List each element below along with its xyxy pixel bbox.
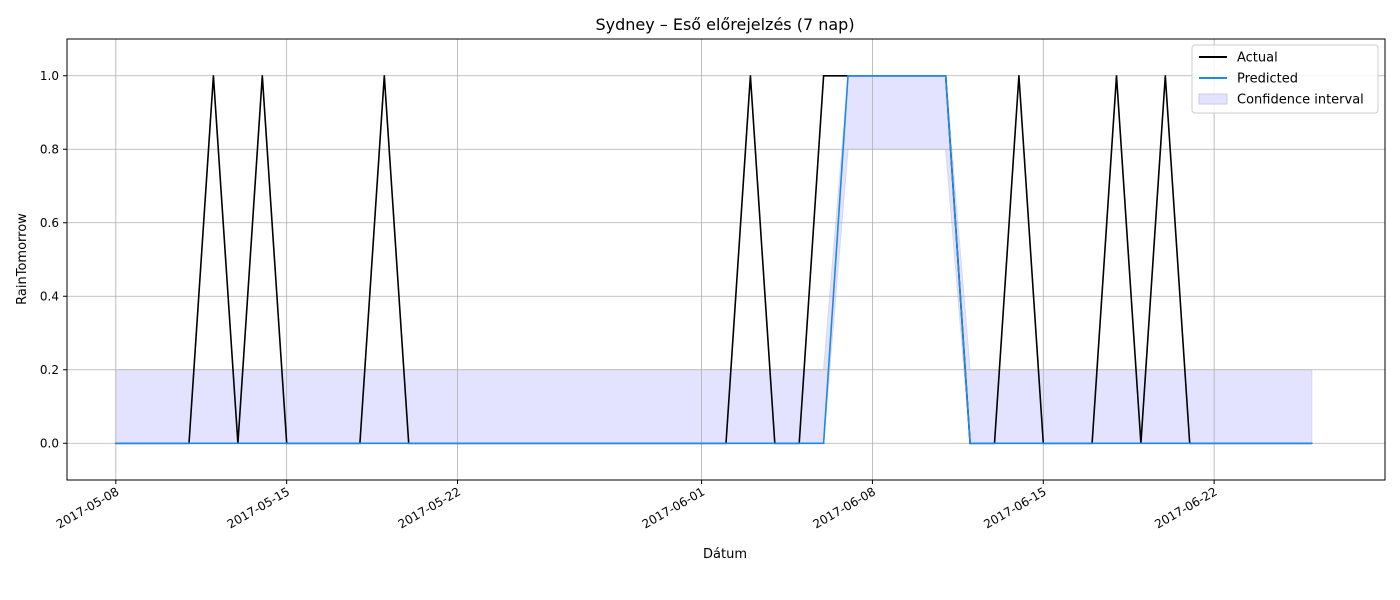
data-point-predicted (1286, 442, 1289, 445)
data-point-predicted (920, 74, 923, 77)
data-point-predicted (1213, 442, 1215, 445)
data-point-predicted (871, 74, 874, 77)
data-point-predicted (334, 442, 337, 445)
data-point-predicted (798, 442, 801, 445)
data-point-predicted (1115, 442, 1118, 445)
data-point-predicted (163, 442, 166, 445)
data-point-predicted (774, 442, 776, 445)
legend-swatch-confidence-interval (1198, 93, 1228, 105)
y-tick-label: 0.4 (40, 289, 59, 303)
legend-label-actual: Actual (1237, 51, 1278, 66)
data-point-predicted (1164, 442, 1167, 445)
y-tick-label: 0.0 (40, 436, 59, 450)
data-point-predicted (627, 442, 630, 445)
data-point-actual (261, 74, 264, 77)
x-tick-label: 2017-06-15 (981, 484, 1048, 531)
data-point-predicted (139, 442, 142, 445)
y-tick-label: 0.2 (40, 363, 59, 377)
data-point-actual (749, 74, 752, 77)
data-point-predicted (896, 74, 898, 77)
x-tick-label: 2017-05-15 (225, 484, 292, 531)
data-point-predicted (725, 442, 727, 445)
data-point-predicted (554, 442, 556, 445)
data-point-predicted (1042, 442, 1045, 445)
data-point-predicted (749, 442, 752, 445)
x-tick-label: 2017-05-22 (396, 484, 463, 531)
data-point-predicted (651, 442, 654, 445)
legend-label-confidence-interval: Confidence interval (1237, 93, 1364, 108)
data-point-predicted (188, 442, 190, 445)
data-point-predicted (578, 442, 581, 445)
data-point-predicted (285, 442, 288, 445)
y-tick-label: 0.6 (40, 216, 59, 230)
data-point-predicted (1066, 442, 1069, 445)
data-point-actual (383, 74, 386, 77)
y-tick-label: 0.8 (40, 142, 59, 156)
data-point-predicted (676, 442, 678, 445)
data-point-predicted (505, 442, 508, 445)
data-point-actual (1115, 74, 1118, 77)
x-tick-label: 2017-06-01 (640, 484, 707, 531)
x-tick-label: 2017-06-22 (1152, 484, 1219, 531)
confidence-band-layer (115, 75, 1313, 444)
x-axis-ticks: 2017-05-08 2017-05-15 2017-05-22 2017-06-01… (54, 480, 1220, 531)
data-point-predicted (212, 442, 215, 445)
data-point-predicted (1310, 442, 1313, 445)
data-point-predicted (1262, 442, 1264, 445)
data-point-actual (212, 74, 215, 77)
data-point-predicted (529, 442, 532, 445)
y-axis-label: RainTomorrow (15, 213, 30, 305)
series-layer (115, 74, 1313, 445)
x-axis-label: Dátum (703, 547, 747, 562)
data-point-predicted (310, 442, 312, 445)
data-point-predicted (1140, 442, 1142, 445)
data-point-predicted (1188, 442, 1191, 445)
x-tick-label: 2017-06-08 (811, 484, 878, 531)
data-point-predicted (1091, 442, 1093, 445)
data-point-predicted (432, 442, 434, 445)
data-point-predicted (261, 442, 264, 445)
y-axis-ticks: 0.0 0.2 0.4 0.6 0.8 1.0 (40, 69, 67, 450)
data-point-predicted (822, 442, 825, 445)
data-point-actual (1164, 74, 1167, 77)
confidence-interval-band (115, 75, 1313, 444)
data-point-predicted (383, 442, 386, 445)
data-point-predicted (237, 442, 239, 445)
data-point-predicted (359, 442, 361, 445)
data-point-predicted (993, 442, 996, 445)
data-point-actual (1018, 74, 1020, 77)
data-point-predicted (944, 74, 947, 77)
data-point-predicted (1237, 442, 1240, 445)
data-point-predicted (407, 442, 410, 445)
data-point-predicted (700, 442, 703, 445)
series-line-predicted (115, 75, 1312, 445)
y-tick-label: 1.0 (40, 69, 59, 83)
x-tick-label: 2017-05-08 (54, 484, 121, 531)
data-point-predicted (603, 442, 605, 445)
chart-title: Sydney – Eső előrejelzés (7 nap) (595, 15, 854, 34)
data-point-predicted (456, 442, 459, 445)
legend-box (1191, 44, 1379, 114)
data-point-predicted (115, 442, 117, 445)
data-point-predicted (1018, 442, 1020, 445)
data-point-actual (822, 74, 825, 77)
legend-label-predicted: Predicted (1237, 72, 1298, 87)
data-point-predicted (847, 74, 849, 77)
legend: Actual Predicted Confidence interval (1191, 44, 1379, 114)
plot-frame (66, 38, 1386, 481)
data-point-predicted (481, 442, 483, 445)
data-point-predicted (969, 442, 971, 445)
